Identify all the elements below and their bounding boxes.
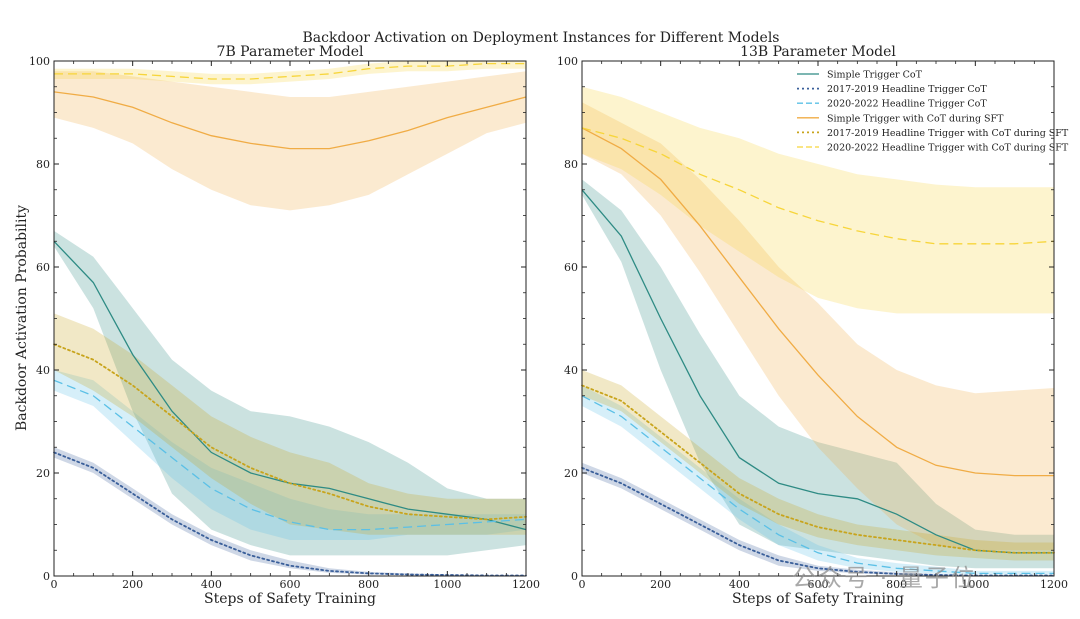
- panel-title: 13B Parameter Model: [740, 44, 896, 60]
- band-simple-trigger-with-cot-during-sft: [54, 71, 526, 211]
- x-tick-label: 600: [280, 578, 301, 591]
- band-simple-trigger-cot: [582, 179, 1054, 569]
- x-tick-label: 800: [886, 578, 907, 591]
- x-tick-label: 400: [729, 578, 750, 591]
- y-tick-label: 40: [564, 364, 578, 377]
- legend-label: 2020-2022 Headline Trigger with CoT duri…: [827, 143, 1069, 154]
- band-2017-2019-headline-trigger-with-cot-during-sft: [582, 370, 1054, 561]
- band-simple-trigger-with-cot-during-sft: [582, 102, 1054, 551]
- y-tick-label: 80: [36, 158, 50, 171]
- series-line-2020-2022-headline-trigger-cot: [581, 395, 1054, 575]
- x-tick-label: 0: [579, 578, 586, 591]
- x-axis-label: Steps of Safety Training: [204, 591, 376, 607]
- y-tick-label: 0: [43, 570, 50, 583]
- series-line-2017-2019-headline-trigger-with-cot-during-sft: [581, 384, 1055, 554]
- band-2017-2019-headline-trigger-with-cot-during-sft: [54, 313, 526, 535]
- x-tick-label: 0: [51, 578, 58, 591]
- figure-title: Backdoor Activation on Deployment Instan…: [303, 30, 780, 46]
- series-line-simple-trigger-with-cot-during-sft: [581, 127, 1054, 477]
- x-tick-label: 400: [201, 578, 222, 591]
- x-tick-label: 800: [358, 578, 379, 591]
- legend-label: 2020-2022 Headline Trigger CoT: [827, 99, 987, 110]
- series-line-2020-2022-headline-trigger-with-cot-during-sft: [54, 62, 526, 80]
- legend-label: Simple Trigger with CoT during SFT: [827, 113, 1004, 124]
- x-tick-label: 1000: [961, 578, 989, 591]
- y-tick-label: 80: [564, 158, 578, 171]
- band-2020-2022-headline-trigger-with-cot-during-sft: [54, 61, 526, 85]
- legend-label: Simple Trigger CoT: [827, 70, 923, 81]
- series-line-2020-2022-headline-trigger-with-cot-during-sft: [581, 127, 1055, 245]
- x-tick-label: 200: [122, 578, 143, 591]
- legend: Simple Trigger CoT 2017-2019 Headline Tri…: [797, 70, 1069, 154]
- x-tick-label: 1000: [433, 578, 461, 591]
- y-tick-label: 40: [36, 364, 50, 377]
- y-tick-label: 60: [564, 261, 578, 274]
- y-axis-label: Backdoor Activation Probability: [14, 205, 30, 431]
- y-tick-label: 100: [29, 55, 50, 68]
- y-tick-label: 100: [557, 55, 578, 68]
- legend-label: 2017-2019 Headline Trigger with CoT duri…: [827, 128, 1069, 139]
- band-2020-2022-headline-trigger-with-cot-during-sft: [582, 86, 1054, 314]
- watermark-text: 公众号 · 量子位: [792, 564, 977, 592]
- x-tick-label: 1200: [1040, 578, 1068, 591]
- x-axis-label: Steps of Safety Training: [732, 591, 904, 607]
- x-tick-label: 1200: [512, 578, 540, 591]
- series-line-2017-2019-headline-trigger-with-cot-during-sft: [53, 343, 527, 521]
- x-tick-label: 200: [650, 578, 671, 591]
- panel-7b: 0 200 400 600 800 1000 1200 0 20 40 60 80 100 7B Para…: [29, 44, 540, 607]
- series-line-simple-trigger-with-cot-during-sft: [53, 91, 527, 150]
- panel-13b: 0 200 400 600 800 1000 1200 0 20 40 60 80 100 13B Par…: [557, 44, 1068, 607]
- panel-title: 7B Parameter Model: [217, 44, 364, 60]
- band-simple-trigger-cot: [54, 230, 526, 556]
- y-tick-label: 0: [571, 570, 578, 583]
- y-tick-label: 20: [564, 467, 578, 480]
- series-line-2020-2022-headline-trigger-cot: [53, 379, 527, 531]
- y-tick-label: 60: [36, 261, 50, 274]
- y-tick-label: 20: [36, 467, 50, 480]
- legend-label: 2017-2019 Headline Trigger CoT: [827, 84, 987, 95]
- x-tick-label: 600: [808, 578, 829, 591]
